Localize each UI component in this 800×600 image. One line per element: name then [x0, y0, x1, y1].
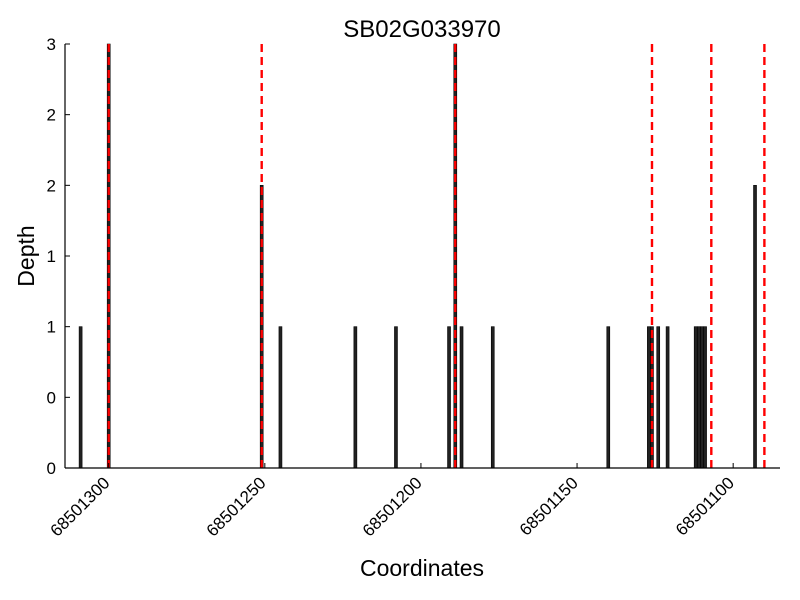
depth-bar-17: [700, 326, 704, 469]
x-tick-label-0: 68501300: [47, 473, 114, 540]
markers-layer: [107, 44, 766, 468]
x-axis-title: Coordinates: [360, 555, 484, 581]
x-tick-label-1: 68501250: [203, 473, 270, 540]
x-ticks-layer: 68501300 68501250 68501200 68501150 68501100: [47, 463, 738, 540]
depth-bar-13: [656, 326, 661, 469]
depth-bar-0: [78, 326, 83, 469]
y-tick-label-3: 1: [47, 247, 56, 266]
depth-bar-19: [753, 185, 757, 469]
depth-bar-6: [447, 326, 451, 469]
y-ticks-layer: 0 0 1 1 2 2 3: [47, 35, 70, 478]
axes-layer: [64, 44, 780, 469]
y-tick-label-4: 2: [47, 176, 56, 195]
x-tick-label-3: 68501150: [516, 473, 582, 539]
depth-bar-3: [278, 326, 283, 469]
depth-bar-15: [693, 326, 698, 469]
depth-bar-10: [606, 326, 611, 469]
x-tick-label-4: 68501100: [672, 473, 738, 539]
depth-bar-4: [353, 326, 358, 469]
y-tick-label-1: 0: [47, 388, 56, 407]
y-tick-label-6: 3: [47, 35, 56, 54]
depth-bar-16: [697, 326, 701, 469]
bars-layer: [78, 43, 757, 469]
x-tick-label-2: 68501200: [359, 473, 426, 540]
depth-bar-11: [647, 326, 651, 469]
depth-bar-9: [490, 326, 495, 469]
depth-bar-5: [394, 326, 398, 469]
chart-title: SB02G033970: [343, 16, 500, 43]
depth-bar-8: [459, 326, 464, 469]
y-axis-title: Depth: [13, 225, 39, 286]
depth-bar-18: [703, 326, 707, 469]
y-tick-label-0: 0: [47, 459, 56, 478]
y-tick-label-2: 1: [47, 318, 56, 337]
y-tick-label-5: 2: [47, 106, 56, 125]
depth-bar-14: [665, 326, 670, 469]
